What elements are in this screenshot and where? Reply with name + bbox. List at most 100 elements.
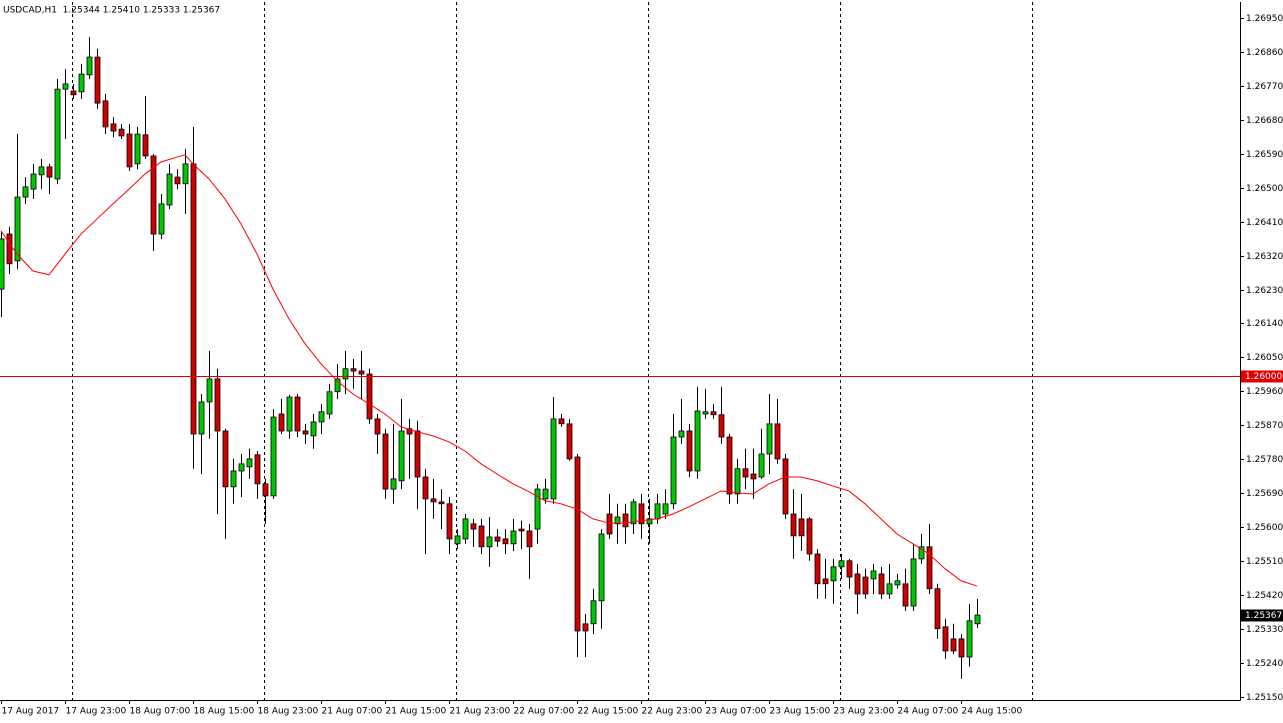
candle-body — [102, 100, 109, 128]
candle-body — [438, 501, 445, 505]
candle-body — [886, 583, 893, 595]
y-tick-label: 1.25780 — [1246, 455, 1283, 465]
candle-body — [262, 483, 269, 497]
candle-body — [598, 533, 605, 602]
candle-body — [862, 576, 869, 595]
candle-body — [150, 155, 157, 235]
candle-body — [110, 123, 117, 132]
candle-body — [86, 56, 93, 76]
candle-body — [54, 88, 61, 180]
candle-body — [646, 518, 653, 525]
candle-body — [134, 133, 141, 165]
candle-body — [750, 473, 757, 480]
y-tick-label: 1.25510 — [1246, 557, 1283, 567]
candle-body — [342, 368, 349, 380]
candle-body — [582, 623, 589, 632]
y-tick-label: 1.26590 — [1246, 150, 1283, 160]
candle-body — [774, 423, 781, 460]
candle-body — [878, 573, 885, 595]
candle-body — [70, 90, 77, 96]
candle-body — [638, 503, 645, 525]
candle-body — [966, 620, 973, 658]
candle-body — [950, 638, 957, 652]
y-tick-label: 1.26770 — [1246, 82, 1283, 92]
candle-body — [726, 436, 733, 495]
candle-body — [206, 378, 213, 403]
candle-body — [782, 458, 789, 515]
candle-body — [926, 546, 933, 590]
candle-body — [510, 530, 517, 545]
candle-body — [166, 173, 173, 206]
candle-body — [0, 238, 5, 290]
candle-body — [446, 503, 453, 540]
candle-body — [310, 421, 317, 437]
x-tick-label: 23 Aug 23:00 — [834, 707, 895, 717]
candle-body — [30, 173, 37, 190]
moving-average — [0, 154, 978, 587]
candle-body — [958, 638, 965, 658]
candle-body — [702, 411, 709, 415]
candle-body — [366, 373, 373, 420]
candle-body — [358, 370, 365, 375]
x-tick-label: 18 Aug 07:00 — [130, 707, 191, 717]
candle-body — [190, 163, 197, 435]
candle-body — [542, 488, 549, 500]
candle-body — [558, 418, 565, 425]
candle-body — [518, 528, 525, 532]
x-tick-label: 17 Aug 23:00 — [66, 707, 127, 717]
candle-body — [14, 196, 21, 262]
y-tick-label: 1.26860 — [1246, 48, 1283, 58]
last-price-label: 1.25367 — [1245, 611, 1282, 621]
candle-body — [294, 396, 301, 432]
period-separators — [72, 2, 1033, 700]
candle-body — [158, 203, 165, 235]
x-tick-label: 17 Aug 2017 — [2, 707, 60, 717]
y-tick-label: 1.25690 — [1246, 489, 1283, 499]
candle-body — [694, 410, 701, 472]
candle-body — [398, 430, 405, 482]
last-price-box — [1241, 609, 1283, 622]
candle-body — [622, 513, 629, 528]
candle-body — [494, 536, 501, 542]
y-tick-label: 1.25150 — [1246, 693, 1283, 703]
candle-body — [798, 518, 805, 537]
candle-body — [182, 163, 189, 185]
candle-body — [38, 166, 45, 176]
y-tick-label: 1.26500 — [1246, 184, 1283, 194]
candle-body — [254, 454, 261, 485]
candle-body — [222, 430, 229, 488]
x-tick-label: 18 Aug 15:00 — [194, 707, 255, 717]
y-tick-label: 1.25330 — [1246, 625, 1283, 635]
candle-body — [118, 128, 125, 137]
y-tick-label: 1.26950 — [1246, 14, 1283, 24]
candle-body — [46, 166, 53, 178]
candle-body — [62, 83, 69, 90]
candle-body — [822, 578, 829, 585]
candle-body — [894, 580, 901, 586]
x-tick-label: 18 Aug 23:00 — [258, 707, 319, 717]
candle-body — [686, 430, 693, 472]
candle-body — [278, 413, 285, 432]
candle-body — [766, 423, 773, 455]
candle-body — [318, 411, 325, 423]
candle-body — [590, 600, 597, 625]
y-tick-label: 1.25420 — [1246, 591, 1283, 601]
y-tick-label: 1.26320 — [1246, 252, 1283, 262]
candle-body — [246, 458, 253, 468]
chart-title: USDCAD,H1 1.25344 1.25410 1.25333 1.2536… — [3, 6, 220, 16]
x-tick-label: 23 Aug 07:00 — [706, 707, 767, 717]
candle-body — [606, 513, 613, 535]
candle-body — [806, 518, 813, 555]
level-label-box — [1241, 370, 1283, 383]
y-tick-label: 1.25240 — [1246, 659, 1283, 669]
candle-body — [486, 536, 493, 548]
candle-body — [350, 368, 357, 372]
y-tick-label: 1.25870 — [1246, 421, 1283, 431]
candle-body — [126, 133, 133, 168]
candle-body — [174, 176, 181, 185]
candle-body — [718, 414, 725, 438]
candle-body — [462, 518, 469, 540]
x-tick-label: 23 Aug 15:00 — [770, 707, 831, 717]
